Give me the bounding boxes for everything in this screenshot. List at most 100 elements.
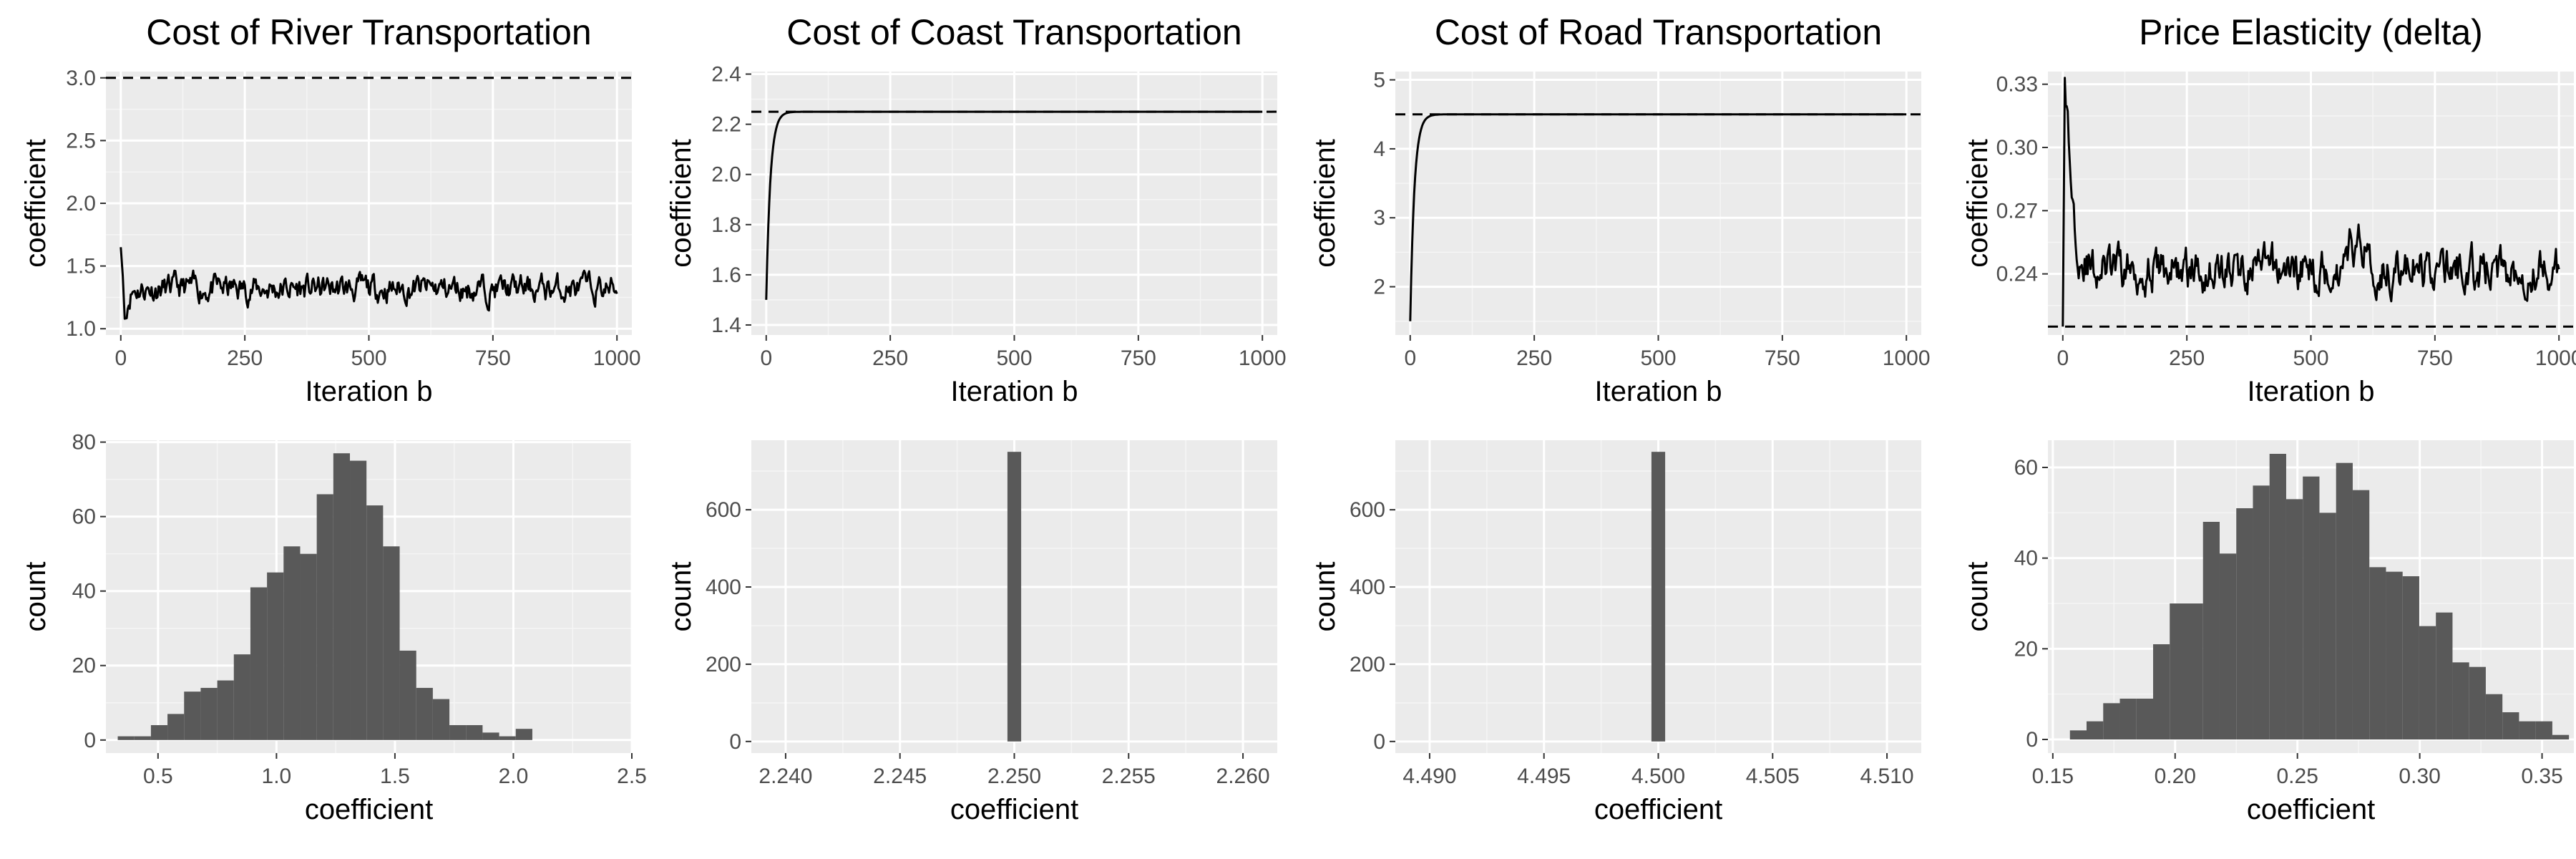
x-tick-label: 1000	[1883, 346, 1931, 370]
y-tick-label: 200	[706, 653, 741, 676]
y-tick-label: 600	[1350, 498, 1385, 522]
y-tick-label: 1.0	[66, 317, 96, 341]
series-line	[119, 247, 618, 320]
y-tick-label: 3	[1373, 206, 1385, 230]
chart-title: Cost of Road Transportation	[1435, 12, 1882, 52]
chart-panel-4: 0 250 500 750 1000 0.24 0.27 0.30 0.33 Price Elas…	[1962, 12, 2576, 407]
x-tick-label: 1000	[593, 346, 641, 370]
x-tick-label: 0	[1404, 346, 1416, 370]
x-tick-label: 4.500	[1631, 765, 1685, 788]
x-tick-label: 0	[2057, 346, 2069, 370]
histogram-bar	[2319, 513, 2336, 739]
histogram-bar	[2535, 721, 2552, 739]
histogram-bar	[2087, 721, 2104, 739]
x-tick-label: 2.245	[873, 765, 927, 788]
x-axis-title: Iteration b	[1595, 376, 1722, 407]
x-tick-label: 250	[2169, 346, 2205, 370]
y-axis-title: coefficient	[1962, 139, 1994, 267]
histogram-bar	[2069, 730, 2087, 739]
y-tick-label: 0	[2026, 728, 2038, 752]
x-tick-label: 250	[227, 346, 263, 370]
x-tick-label: 1000	[2535, 346, 2576, 370]
x-tick-label: 0.20	[2155, 765, 2196, 788]
x-tick-label: 4.495	[1517, 765, 1571, 788]
y-tick-label: 0	[1373, 730, 1385, 754]
y-tick-label: 0.30	[1996, 136, 2038, 160]
histogram-bar	[2352, 490, 2370, 739]
x-tick-label: 750	[2417, 346, 2453, 370]
x-tick-label: 250	[872, 346, 908, 370]
histogram-bar	[2103, 703, 2120, 739]
histogram-bar	[2285, 499, 2303, 739]
histogram-bar	[399, 650, 416, 740]
x-tick-label: 250	[1516, 346, 1552, 370]
histogram-bar	[2469, 666, 2486, 739]
y-tick-label: 4	[1373, 137, 1385, 161]
histogram-bar	[300, 553, 317, 740]
x-axis-title: Iteration b	[306, 376, 433, 407]
x-tick-label: 500	[351, 346, 386, 370]
histogram-bar	[2303, 476, 2320, 739]
histogram-bar	[2170, 603, 2187, 739]
histogram-bar	[167, 714, 185, 740]
series-line	[2062, 77, 2560, 327]
histogram-bar	[2519, 721, 2536, 739]
y-tick-label: 60	[2014, 456, 2038, 480]
histogram-bar	[2402, 576, 2419, 739]
x-tick-label: 500	[1640, 346, 1676, 370]
x-axis-title: Iteration b	[2248, 376, 2375, 407]
histogram-bar	[233, 654, 250, 740]
histogram-bar	[1651, 452, 1666, 742]
y-tick-label: 1.6	[711, 263, 741, 287]
y-tick-label: 2	[1373, 276, 1385, 299]
x-tick-label: 4.505	[1746, 765, 1800, 788]
histogram-bar	[416, 687, 433, 740]
histogram-bar	[2269, 454, 2286, 739]
x-tick-label: 500	[996, 346, 1032, 370]
histogram-bar	[2452, 662, 2469, 739]
histogram-bar	[515, 729, 532, 740]
histogram-bar	[466, 724, 483, 740]
y-axis-title: count	[20, 562, 52, 632]
y-tick-label: 40	[72, 580, 96, 603]
y-tick-label: 3.0	[66, 67, 96, 90]
chart-title: Price Elasticity (delta)	[2139, 12, 2483, 52]
x-tick-label: 750	[1121, 346, 1156, 370]
histogram-bar	[2219, 553, 2237, 739]
histogram-bar	[1007, 452, 1022, 742]
y-axis-title: count	[1309, 562, 1341, 632]
y-tick-label: 80	[72, 431, 96, 455]
x-axis-title: coefficient	[2247, 794, 2375, 825]
chart-title: Cost of River Transportation	[146, 12, 592, 52]
histogram-bar	[2386, 571, 2403, 739]
chart-panel-7: 4.490 4.495 4.500 4.505 4.510 0 200 400 600 coeff…	[1309, 440, 1921, 825]
chart-panel-3: 0 250 500 750 1000 2 3 4 5 Cost of Road Transport…	[1309, 12, 1931, 407]
y-tick-label: 0	[729, 730, 741, 754]
histogram-bar	[2153, 644, 2170, 739]
histogram-bar	[316, 494, 333, 740]
y-tick-label: 400	[1350, 576, 1385, 599]
x-tick-label: 0	[760, 346, 772, 370]
x-tick-label: 0.35	[2521, 765, 2562, 788]
x-tick-label: 750	[475, 346, 511, 370]
histogram-bar	[217, 680, 234, 740]
chart-panel-6: 2.240 2.245 2.250 2.255 2.260 0 200 400 600 coeff…	[665, 440, 1277, 825]
chart-title: Cost of Coast Transportation	[786, 12, 1241, 52]
histogram-bar	[449, 724, 467, 740]
y-tick-label: 200	[1350, 653, 1385, 676]
histogram-bar	[117, 736, 135, 740]
histogram-bar	[200, 687, 218, 740]
y-axis-title: coefficient	[665, 139, 697, 267]
x-tick-label: 0.5	[143, 765, 173, 788]
y-tick-label: 600	[706, 498, 741, 522]
histogram-bar	[250, 587, 268, 740]
x-tick-label: 0	[114, 346, 127, 370]
series-line	[1409, 113, 1907, 321]
chart-panel-1: 0 250 500 750 1000 1.0 1.5 2.0 2.5 3.0 Cost of Riv…	[20, 12, 641, 407]
chart-panel-8: 0.15 0.20 0.25 0.30 0.35 0 20 40 60 coefficient co…	[1962, 440, 2574, 825]
x-tick-label: 2.240	[758, 765, 812, 788]
series-line	[765, 110, 1263, 300]
chart-panel-5: 0.5 1.0 1.5 2.0 2.5 0 20 40 60 80 coefficient count	[20, 431, 647, 825]
y-tick-label: 2.0	[711, 163, 741, 187]
